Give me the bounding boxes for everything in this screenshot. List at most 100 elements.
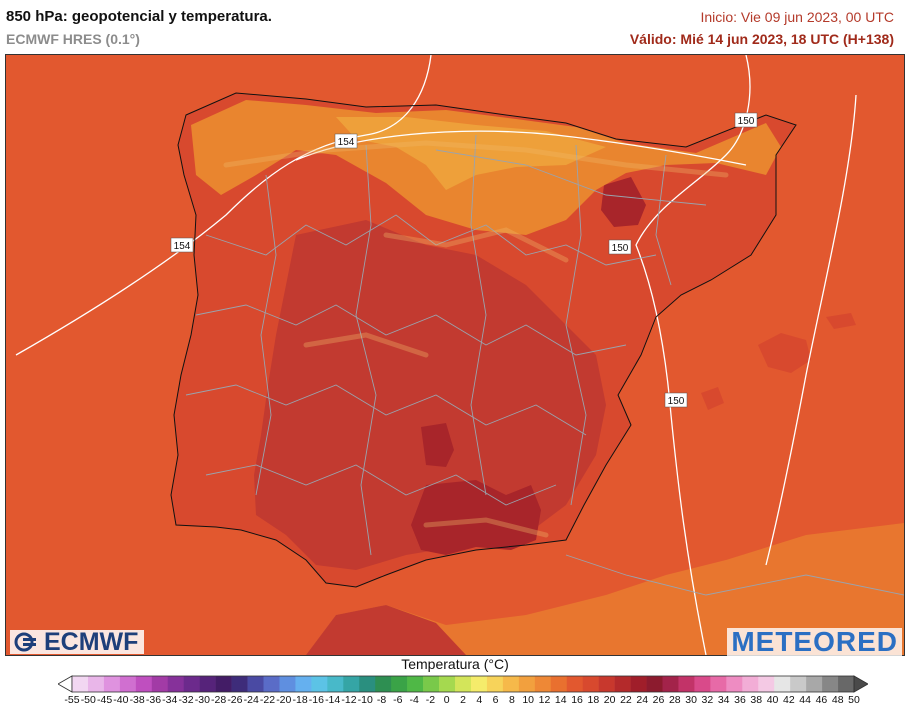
colorbar-swatch — [343, 676, 360, 692]
meteored-logo: METEORED — [727, 628, 902, 656]
weather-map[interactable]: 154 154 150 150 150 — [5, 54, 905, 656]
gp-label-text: 150 — [612, 243, 629, 254]
hottest-patch-jaen — [421, 423, 454, 467]
colorbar-max-arrow — [853, 675, 868, 693]
colorbar-tick: -8 — [376, 694, 387, 706]
colorbar-tick: 30 — [685, 694, 697, 706]
colorbar-swatch — [279, 676, 296, 692]
gp-label-154-west: 154 — [170, 237, 194, 253]
colorbar-swatch — [822, 676, 839, 692]
colorbar-tick: -10 — [357, 694, 373, 706]
colorbar-tick: -36 — [145, 694, 162, 706]
colorbar-tick: -6 — [393, 694, 403, 706]
gp-label-text: 154 — [338, 137, 355, 148]
colorbar-swatch — [407, 676, 424, 692]
colorbar-tick: 28 — [668, 694, 681, 706]
colorbar-swatch — [726, 676, 743, 692]
colorbar-swatch — [502, 676, 520, 692]
colorbar-tick: 8 — [508, 694, 515, 706]
gp-label-150-ebro: 150 — [608, 239, 632, 255]
colorbar-swatch — [566, 676, 583, 692]
colorbar-tick: -18 — [292, 694, 308, 706]
colorbar-tick: -4 — [409, 694, 419, 706]
colorbar-tick: -20 — [276, 694, 292, 706]
colorbar-tick: 40 — [766, 694, 779, 706]
colorbar-tick: 44 — [799, 694, 811, 706]
colorbar-swatch — [518, 676, 536, 692]
colorbar-tick: -22 — [259, 694, 276, 706]
colorbar-tick: 12 — [538, 694, 551, 706]
colorbar-tick: -24 — [243, 694, 259, 706]
colorbar-tick: 48 — [831, 694, 844, 706]
colorbar-tick: 16 — [571, 694, 583, 706]
mallorca-island — [758, 333, 811, 373]
gp-label-154-north: 154 — [334, 133, 358, 149]
gp-label-text: 150 — [668, 396, 685, 407]
init-time: Inicio: Vie 09 jun 2023, 00 UTC — [700, 9, 894, 25]
colorbar-tick: 26 — [652, 694, 665, 706]
colorbar-swatch — [550, 676, 568, 692]
colorbar-swatch — [135, 676, 153, 692]
colorbar-swatch — [103, 676, 121, 692]
colorbar-swatch — [151, 676, 169, 692]
iberia-coastline — [170, 92, 797, 588]
colorbar-tick: 34 — [717, 694, 730, 706]
colorbar-swatch — [455, 676, 472, 692]
colorbar-swatch — [598, 676, 615, 692]
colorbar-swatch — [710, 676, 727, 692]
colorbar-tick: -30 — [194, 694, 210, 706]
colorbar-swatch — [470, 676, 488, 692]
hottest-patch-granada — [411, 480, 541, 555]
colorbar-tick: -40 — [113, 694, 129, 706]
colorbar-swatch — [439, 676, 456, 692]
isohypse-150-far-east — [765, 94, 857, 566]
colorbar-tick: -26 — [227, 694, 243, 706]
hottest-patch-ebro — [601, 177, 646, 227]
colorbar-swatch — [295, 676, 312, 692]
menorca-island — [826, 313, 856, 329]
colorbar-tick: 50 — [848, 694, 860, 706]
colorbar-swatch — [215, 676, 232, 692]
colorbar-swatch — [183, 676, 200, 692]
colorbar-swatch — [582, 676, 599, 692]
north-africa-hot-region — [306, 605, 466, 655]
colorbar-swatch — [119, 676, 137, 692]
colorbar-swatch — [694, 676, 711, 692]
gp-label-150-east: 150 — [664, 392, 688, 408]
ecmwf-logo: ECMWF — [10, 628, 145, 656]
colorbar-swatch — [199, 676, 216, 692]
colorbar-swatch — [662, 676, 679, 692]
colorbar-tick: 0 — [443, 694, 450, 706]
colorbar-swatch — [774, 676, 791, 692]
colorbar-tick: -38 — [129, 694, 145, 706]
colorbar-swatch — [375, 676, 392, 692]
colorbar-tick: 36 — [734, 694, 746, 706]
map-title: 850 hPa: geopotencial y temperatura. — [6, 8, 272, 25]
colorbar-tick: 46 — [815, 694, 828, 706]
colorbar-swatch — [806, 676, 823, 692]
colorbar-swatch — [327, 676, 344, 692]
colorbar-tick: -14 — [325, 694, 341, 706]
gp-label-text: 154 — [174, 241, 191, 252]
temperature-colorbar — [58, 675, 868, 693]
isohypse-154 — [15, 55, 432, 356]
ecmwf-logo-text: ECMWF — [44, 628, 139, 656]
colorbar-swatch — [247, 676, 264, 692]
administrative-borders — [185, 134, 904, 596]
colorbar-swatch — [838, 676, 855, 692]
colorbar-swatch — [72, 676, 89, 692]
colorbar-swatch — [646, 676, 663, 692]
colorbar-swatch — [263, 676, 280, 692]
colorbar-tick: -34 — [162, 694, 178, 706]
colorbar-swatch — [391, 676, 408, 692]
colorbar-tick-labels: -55 -50 -45 -40 -38 -36 -34 -32 -30 -28 -26 -24 -22-… — [58, 694, 868, 710]
colorbar-tick: 2 — [460, 694, 466, 706]
colorbar-swatch — [231, 676, 248, 692]
colorbar-swatch — [678, 676, 695, 692]
colorbar-tick: -2 — [425, 694, 436, 706]
colorbar-tick: -12 — [341, 694, 357, 706]
colorbar-min-arrow — [58, 675, 73, 693]
colorbar-tick: 14 — [554, 694, 567, 706]
colorbar-tick: 24 — [636, 694, 649, 706]
colorbar-tick: 42 — [782, 694, 795, 706]
